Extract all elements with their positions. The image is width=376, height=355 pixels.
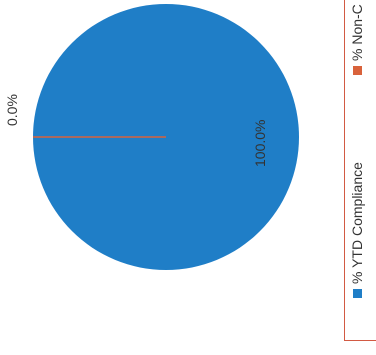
data-label-ytd-compliance: 100.0%	[252, 119, 268, 167]
legend	[344, 0, 376, 341]
legend-label-ytd-compliance: % YTD Compliance	[349, 162, 365, 284]
legend-swatch-ytd-compliance	[352, 289, 362, 298]
legend-item-ytd-compliance: % YTD Compliance	[349, 162, 365, 298]
legend-item-non-compliance: % Non-C	[349, 4, 365, 75]
legend-label-non-compliance: % Non-C	[349, 4, 365, 61]
legend-swatch-non-compliance	[352, 66, 362, 75]
data-label-non-compliance: 0.0%	[4, 94, 20, 126]
